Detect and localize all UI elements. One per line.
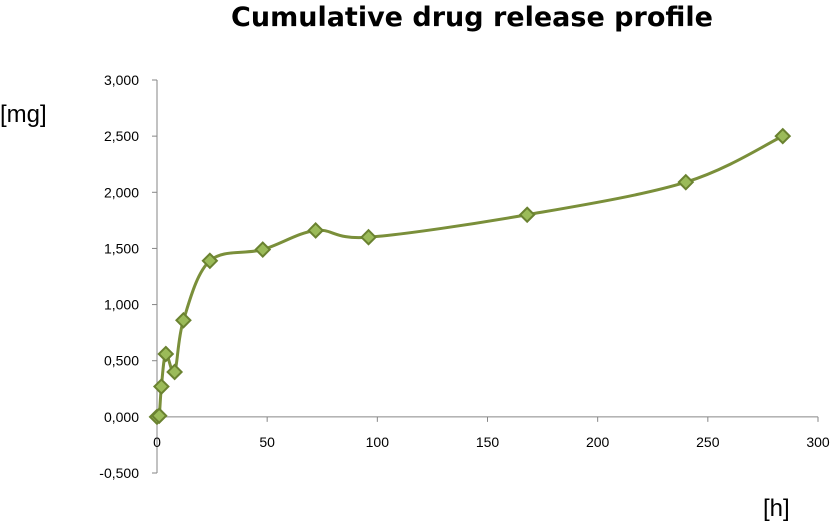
x-tick-label: 50 <box>259 434 275 450</box>
x-tick-label: 100 <box>366 434 390 450</box>
y-axis-label: [mg] <box>0 101 47 128</box>
y-tick-label: -0,500 <box>99 465 139 481</box>
y-tick-label: 0,000 <box>104 409 139 425</box>
data-point <box>307 222 325 239</box>
data-point <box>157 345 175 363</box>
data-point <box>201 252 219 270</box>
y-tick-label: 1,500 <box>104 240 139 256</box>
x-tick-label: 250 <box>696 434 720 450</box>
y-tick-label: 2,500 <box>104 128 139 144</box>
data-point <box>254 241 272 258</box>
y-tick-labels: -0,500 0,000 0,500 1,000 1,500 2,000 2,500 3,00… <box>99 72 139 481</box>
data-point <box>166 363 184 381</box>
x-tick-labels: 0 50 100 150 200 250 300 <box>153 434 830 450</box>
data-point <box>360 228 377 246</box>
x-tick-label: 0 <box>153 434 161 450</box>
data-point <box>518 206 536 224</box>
data-point <box>774 127 792 145</box>
chart-title: Cumulative drug release profile <box>231 2 713 33</box>
y-tick-label: 0,500 <box>104 353 139 369</box>
series-group <box>148 127 792 426</box>
data-point <box>677 173 695 191</box>
data-point <box>150 407 168 425</box>
y-tick-label: 2,000 <box>104 184 139 200</box>
data-point <box>175 311 192 329</box>
x-tick-label: 200 <box>586 434 610 450</box>
x-tick-label: 150 <box>476 434 500 450</box>
axes <box>152 79 819 474</box>
x-axis-label: [h] <box>763 495 790 522</box>
data-point <box>152 378 170 395</box>
y-tick-label: 3,000 <box>104 72 139 88</box>
x-tick-label: 300 <box>806 434 830 450</box>
y-tick-label: 1,000 <box>104 297 139 313</box>
